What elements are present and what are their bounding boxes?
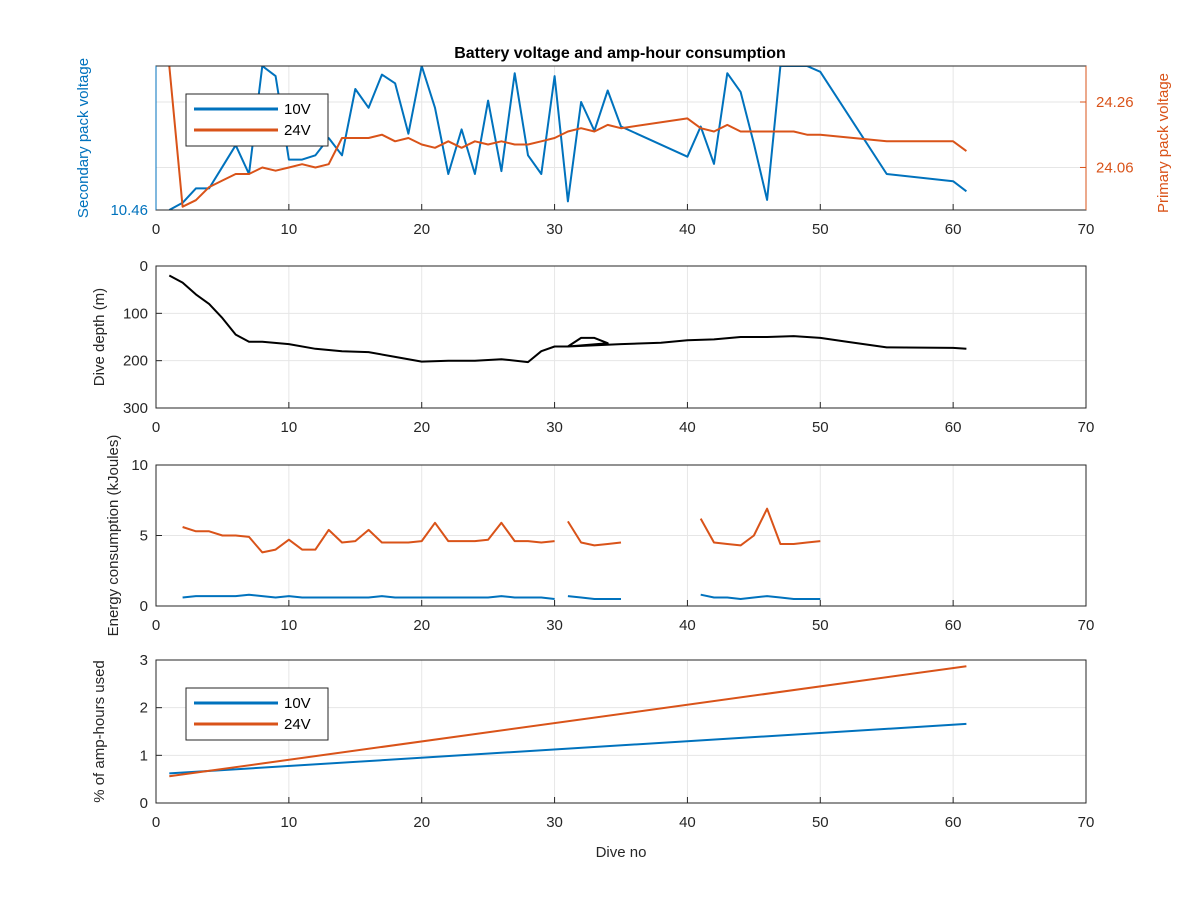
panel-2: 0 10 20 30 40 50 60 70 0 100 200 300 Dive depth (m) <box>91 258 1094 436</box>
x-tick-label: 70 <box>1078 617 1095 634</box>
x-tick-label: 50 <box>812 419 829 436</box>
series-line-10V <box>168 66 968 210</box>
x-tick-label: 60 <box>945 221 962 238</box>
x-tick-label: 20 <box>413 419 430 436</box>
series-line-24V <box>168 66 967 208</box>
x-tick-label: 30 <box>546 617 563 634</box>
x-tick-label: 50 <box>812 814 829 831</box>
x-tick-label: 60 <box>945 814 962 831</box>
legend-label: 24V <box>284 716 311 733</box>
y-tick-label: 3 <box>140 652 148 669</box>
figure-title: Battery voltage and amp-hour consumption <box>454 45 786 62</box>
series-line-series-1 <box>182 507 821 554</box>
x-tick-label: 40 <box>679 221 696 238</box>
y-axis-label: Secondary pack voltage <box>75 58 92 218</box>
x-tick-label: 50 <box>812 221 829 238</box>
y-axis-label: % of amp-hours used <box>91 660 108 803</box>
legend-label: 24V <box>284 122 311 139</box>
y-tick-label: 300 <box>123 400 148 417</box>
y-axis-label-right: Primary pack voltage <box>1155 73 1172 213</box>
x-tick-label: 10 <box>281 419 298 436</box>
x-axis-label: Dive no <box>596 844 647 861</box>
y-tick-label: 10.46 <box>110 202 148 219</box>
y-tick-label: 100 <box>123 305 148 322</box>
y-tick-label-right: 24.06 <box>1096 159 1134 176</box>
series-group <box>168 66 968 210</box>
x-tick-label: 60 <box>945 419 962 436</box>
x-tick-label: 30 <box>546 419 563 436</box>
x-tick-label: 40 <box>679 617 696 634</box>
x-tick-label: 50 <box>812 617 829 634</box>
x-tick-label: 30 <box>546 814 563 831</box>
y-tick-label-right: 24.26 <box>1096 94 1134 111</box>
y-tick-label: 200 <box>123 353 148 370</box>
legend-box <box>185 93 329 147</box>
axes-box <box>155 265 1087 409</box>
x-tick-label: 20 <box>413 814 430 831</box>
y-tick-label: 10 <box>131 457 148 474</box>
x-tick-label: 40 <box>679 419 696 436</box>
x-tick-label: 70 <box>1078 814 1095 831</box>
series-line-series-1 <box>168 274 967 364</box>
y-axis-label: Energy consumption (kJoules) <box>105 435 122 637</box>
x-tick-label: 10 <box>281 617 298 634</box>
x-tick-label: 30 <box>546 221 563 238</box>
y-axis-label: Dive depth (m) <box>91 288 108 386</box>
legend-label: 10V <box>284 695 311 712</box>
x-tick-label: 60 <box>945 617 962 634</box>
y-tick-label: 0 <box>140 598 148 615</box>
legend-label: 10V <box>284 101 311 118</box>
axes-box <box>155 659 1087 804</box>
x-tick-label: 0 <box>152 419 160 436</box>
x-tick-label: 0 <box>152 221 160 238</box>
series-group <box>168 274 967 364</box>
x-tick-label: 70 <box>1078 419 1095 436</box>
x-tick-label: 20 <box>413 221 430 238</box>
y-tick-label: 2 <box>140 700 148 717</box>
x-tick-label: 10 <box>281 814 298 831</box>
panels: 0 10 20 30 40 50 60 7010.4624.0624.26Secondary … <box>75 58 1172 861</box>
series-line-10V <box>169 722 967 775</box>
x-tick-label: 10 <box>281 221 298 238</box>
x-tick-label: 0 <box>152 617 160 634</box>
x-tick-label: 20 <box>413 617 430 634</box>
series-group <box>182 507 821 600</box>
y-tick-label: 0 <box>140 258 148 275</box>
x-tick-label: 40 <box>679 814 696 831</box>
y-tick-label: 0 <box>140 795 148 812</box>
series-group <box>169 665 967 778</box>
x-tick-label: 70 <box>1078 221 1095 238</box>
y-tick-label: 1 <box>140 747 148 764</box>
panel-1: 0 10 20 30 40 50 60 70 10.46 24.06 24.26 Secondary … <box>75 58 1172 238</box>
legend-box <box>185 687 329 741</box>
panel-3: 0 10 20 30 40 50 60 70 0 5 10 Energy consumption (k… <box>105 435 1094 637</box>
series-line-24V <box>169 665 967 778</box>
y-tick-label: 5 <box>140 528 148 545</box>
x-tick-label: 0 <box>152 814 160 831</box>
panel-4: 0 10 20 30 40 50 60 70 0 1 2 3 % of amp-hours used Di… <box>91 652 1094 861</box>
series-line-series-2 <box>182 593 821 600</box>
